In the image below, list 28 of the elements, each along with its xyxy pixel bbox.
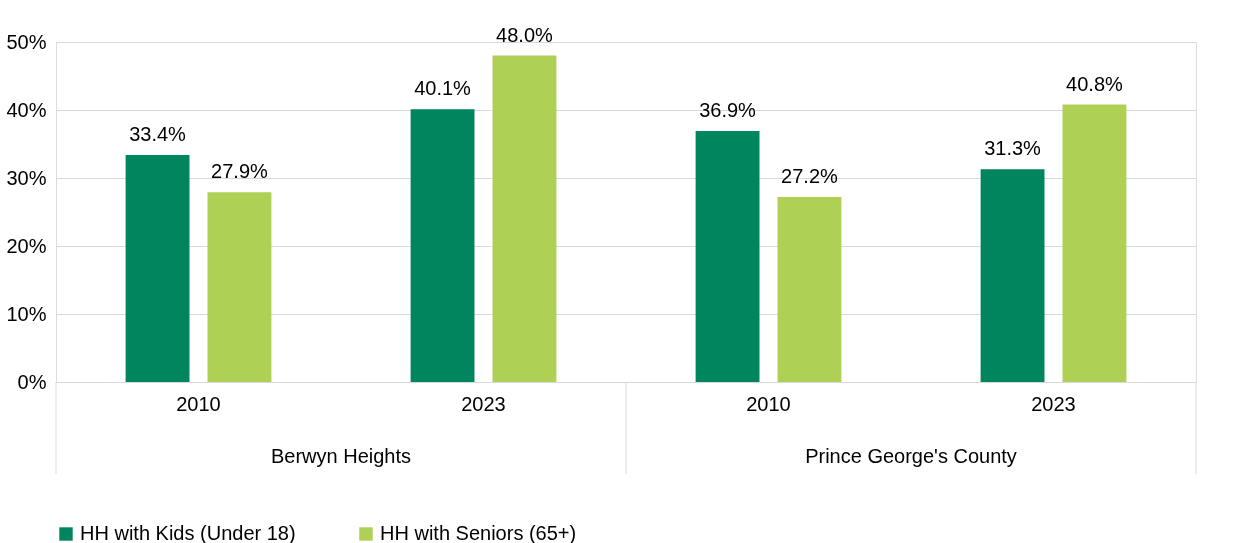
data-label: 48.0% bbox=[496, 23, 554, 46]
x-tick-label: 2010 bbox=[176, 392, 221, 415]
y-tick-label: 10% bbox=[6, 302, 47, 325]
data-label: 40.1% bbox=[414, 77, 472, 100]
x-tick-label: 2023 bbox=[461, 392, 506, 415]
x-tick-label: 2023 bbox=[1031, 392, 1076, 415]
data-label: 27.2% bbox=[781, 165, 839, 188]
data-label: 33.4% bbox=[129, 122, 187, 145]
data-label: 27.9% bbox=[211, 160, 269, 183]
bar bbox=[980, 169, 1045, 382]
x-tick-label: 2010 bbox=[746, 392, 791, 415]
text: Berwyn Heights bbox=[270, 445, 412, 467]
data-label: 36.9% bbox=[699, 99, 757, 122]
y-tick-label: 20% bbox=[6, 234, 47, 257]
y-tick-label: 0% bbox=[17, 370, 47, 393]
y-tick-label: 30% bbox=[6, 166, 47, 189]
bar bbox=[492, 55, 557, 382]
bar bbox=[695, 131, 760, 382]
bar bbox=[125, 154, 190, 382]
y-tick-label: 40% bbox=[6, 98, 47, 121]
data-label: 31.3% bbox=[984, 137, 1042, 160]
bar bbox=[777, 197, 842, 382]
bar bbox=[207, 192, 272, 382]
bar bbox=[1062, 104, 1127, 382]
text: Prince George's County bbox=[805, 445, 1017, 467]
y-tick-label: 50% bbox=[6, 30, 47, 53]
bar bbox=[410, 109, 475, 382]
data-label: 40.8% bbox=[1066, 72, 1124, 95]
